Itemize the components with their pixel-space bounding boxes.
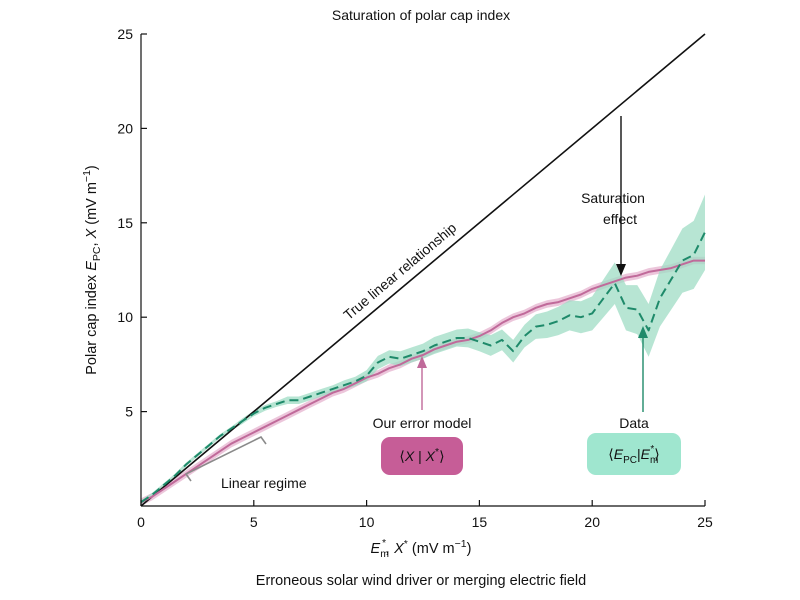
true-linear-relationship-line [140,33,706,507]
data-line [140,231,706,504]
linear-regime-bracket [184,435,267,482]
data-label: Data [619,415,649,431]
y-tick-label: 25 [117,26,133,42]
model-badge [381,437,463,475]
x-tick-label: 10 [359,514,375,530]
saturation-arrowhead [616,264,626,276]
x-tick-label: 20 [584,514,600,530]
x-tick-label: 25 [697,514,713,530]
x-tick-label: 0 [137,514,145,530]
chart-caption: Erroneous solar wind driver or merging e… [256,573,586,589]
x-axis-label: Em*, X* (mV m−1) [371,537,472,560]
data-badge-text: ⟨EPC|Em*⟩ [608,444,659,466]
model-badge-text: ⟨X | X*⟩ [399,446,444,464]
error-model-arrowhead [417,356,427,368]
y-axis-label: Polar cap index EPC, X (mV m−1) [81,165,103,375]
chart-title: Saturation of polar cap index [332,7,510,23]
saturation-label-line2: effect [603,211,637,227]
y-tick-label: 5 [125,404,133,420]
our-error-model-line [140,259,705,504]
data-arrowhead [638,326,648,338]
error-model-label: Our error model [373,415,472,431]
data-uncertainty-band [141,194,705,505]
x-tick-label: 15 [472,514,488,530]
x-tick-label: 5 [250,514,258,530]
plot-area [140,33,706,507]
y-tick-label: 10 [117,309,133,325]
y-tick-label: 15 [117,215,133,231]
linear-regime-label: Linear regime [221,475,307,491]
y-tick-label: 20 [117,120,133,136]
axis-ticks: 0 5 10 15 20 25 5 10 15 20 25 [117,26,713,530]
data-badge [587,433,681,475]
saturation-label-line1: Saturation [581,190,645,206]
true-linear-label: True linear relationship [340,219,459,323]
